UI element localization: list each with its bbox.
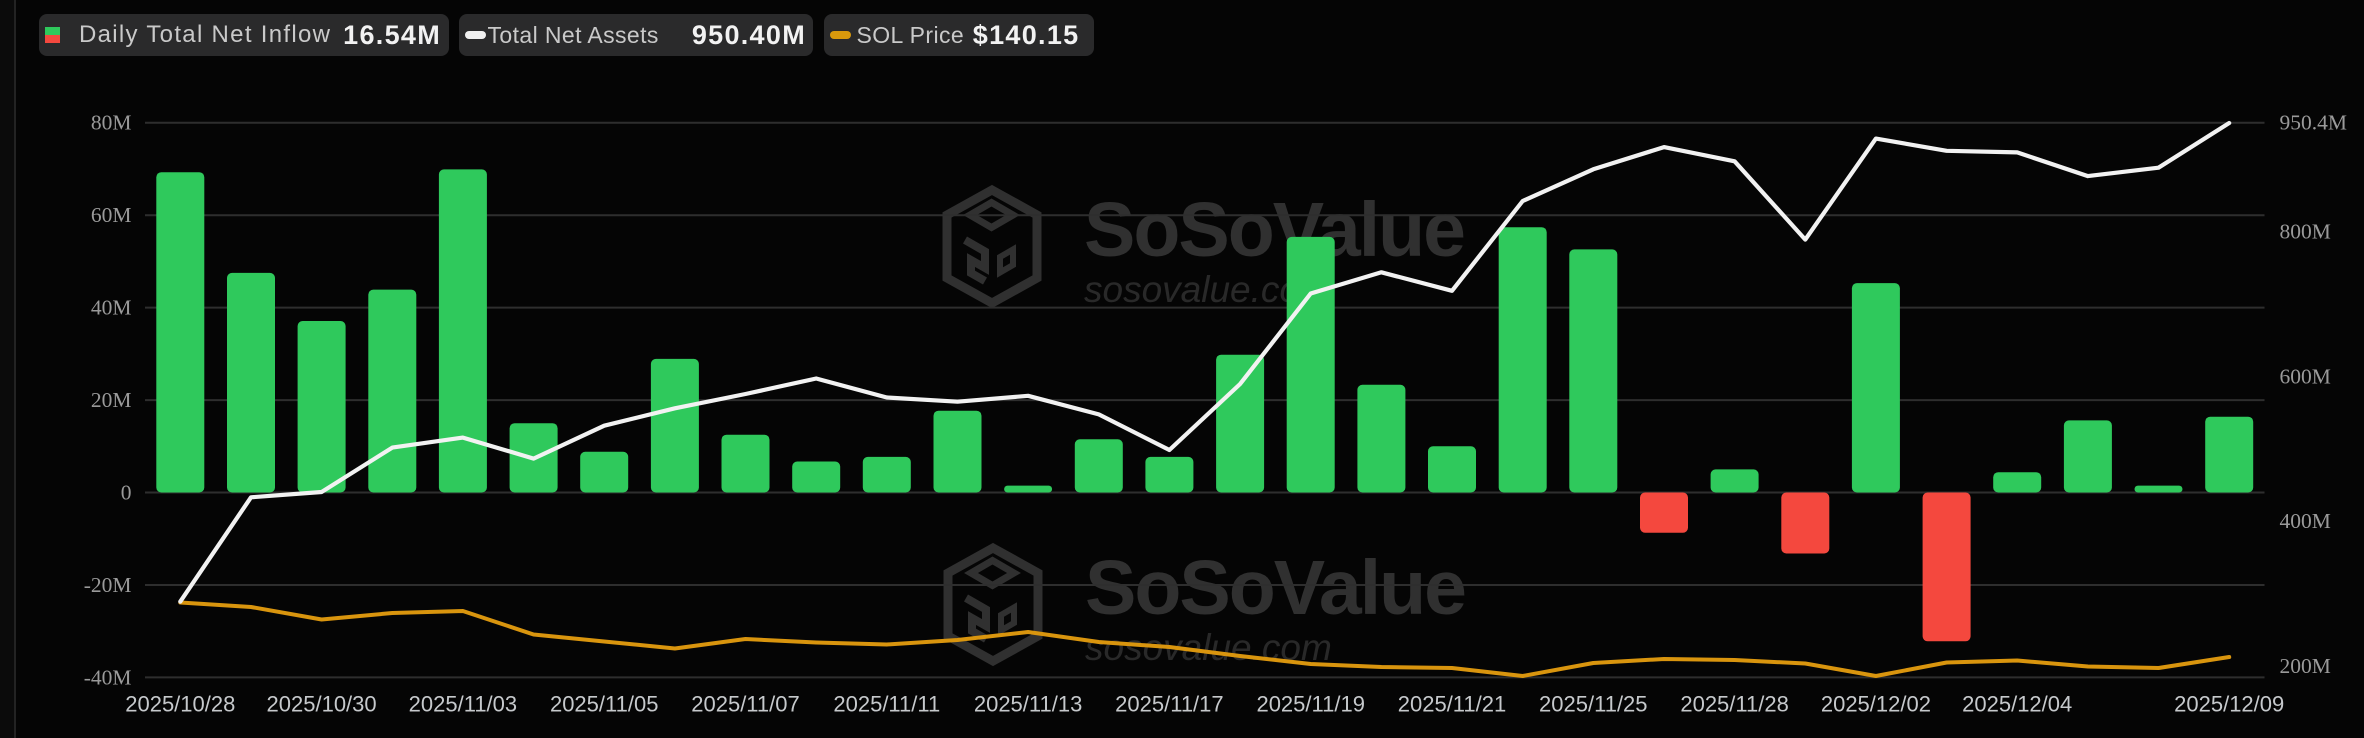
svg-text:80M: 80M	[91, 111, 132, 135]
svg-text:2025/11/11: 2025/11/11	[833, 692, 940, 717]
svg-text:2025/11/13: 2025/11/13	[974, 692, 1082, 717]
svg-text:2025/12/02: 2025/12/02	[1821, 692, 1931, 717]
svg-text:2025/11/28: 2025/11/28	[1680, 692, 1788, 717]
svg-text:2025/11/07: 2025/11/07	[691, 692, 799, 717]
svg-text:2025/10/28: 2025/10/28	[125, 692, 235, 717]
svg-text:0: 0	[121, 481, 132, 505]
svg-text:2025/12/04: 2025/12/04	[1962, 692, 2072, 717]
svg-text:400M: 400M	[2280, 509, 2331, 533]
svg-text:2025/11/17: 2025/11/17	[1115, 692, 1223, 717]
svg-text:SoSoValue: SoSoValue	[1084, 187, 1464, 273]
svg-text:2025/11/25: 2025/11/25	[1539, 692, 1647, 717]
svg-text:2025/11/05: 2025/11/05	[550, 692, 658, 717]
svg-text:2025/10/30: 2025/10/30	[267, 692, 377, 717]
svg-text:950.4M: 950.4M	[2280, 111, 2348, 135]
svg-text:600M: 600M	[2280, 364, 2331, 388]
svg-text:200M: 200M	[2280, 654, 2331, 678]
svg-text:2025/11/19: 2025/11/19	[1256, 692, 1364, 717]
svg-text:20M: 20M	[91, 388, 132, 412]
svg-text:2025/11/21: 2025/11/21	[1398, 692, 1506, 717]
svg-text:800M: 800M	[2280, 219, 2331, 243]
svg-text:-40M: -40M	[84, 665, 132, 689]
svg-text:2025/12/09: 2025/12/09	[2174, 692, 2284, 717]
svg-text:2025/11/03: 2025/11/03	[409, 692, 517, 717]
svg-text:60M: 60M	[91, 203, 132, 227]
svg-text:40M: 40M	[91, 296, 132, 320]
svg-text:SoSoValue: SoSoValue	[1085, 545, 1465, 631]
svg-text:-20M: -20M	[84, 573, 132, 597]
